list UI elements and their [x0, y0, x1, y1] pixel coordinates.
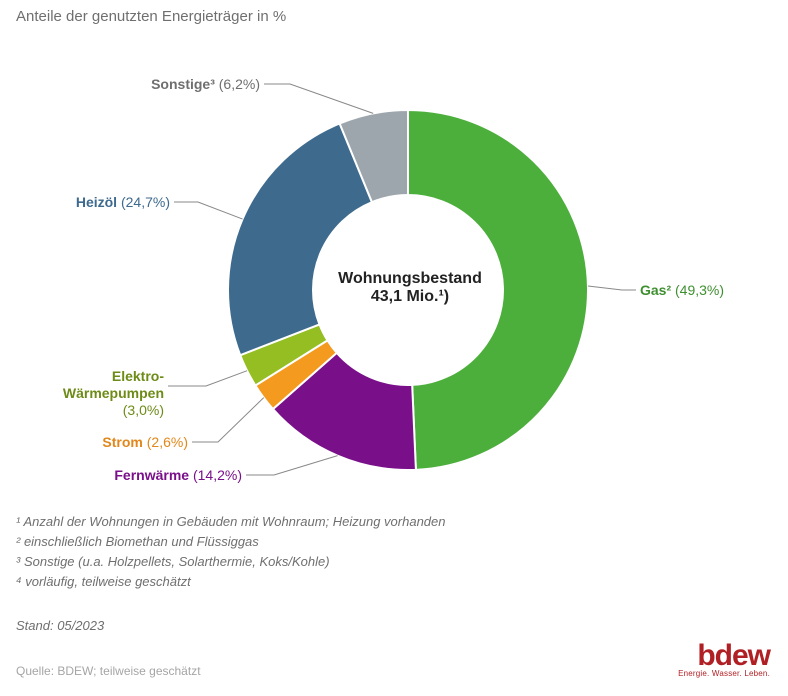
center-line-2: 43,1 Mio.¹): [371, 288, 449, 305]
logo-text: bdew: [678, 642, 770, 669]
footnote-1: ¹ Anzahl der Wohnungen in Gebäuden mit W…: [16, 512, 446, 532]
label-gas: Gas² (49,3%): [640, 282, 724, 299]
label-strom: Strom (2,6%): [102, 434, 188, 451]
donut-center-label: Wohnungsbestand 43,1 Mio.¹): [300, 270, 520, 306]
leader-gas: [588, 286, 636, 290]
leader-sonstige: [264, 84, 373, 113]
footnote-2: ² einschließlich Biomethan und Flüssigga…: [16, 532, 446, 552]
donut-chart: Wohnungsbestand 43,1 Mio.¹) Gas² (49,3%)…: [0, 40, 788, 500]
stand-date: Stand: 05/2023: [16, 618, 104, 633]
bdew-logo: bdew Energie. Wasser. Leben.: [678, 642, 770, 678]
chart-title: Anteile der genutzten Energieträger in %: [16, 8, 286, 25]
leader-strom: [192, 398, 264, 442]
donut-segment-heizoel: [228, 123, 372, 355]
footnote-3: ³ Sonstige (u.a. Holzpellets, Solartherm…: [16, 552, 446, 572]
footnotes: ¹ Anzahl der Wohnungen in Gebäuden mit W…: [16, 512, 446, 593]
footnote-4: ⁴ vorläufig, teilweise geschätzt: [16, 572, 446, 592]
leader-ewp: [168, 371, 247, 386]
label-heizoel: Heizöl (24,7%): [76, 194, 170, 211]
label-sonstige: Sonstige³ (6,2%): [151, 76, 260, 93]
leader-fernwaerme: [246, 456, 338, 475]
logo-tagline: Energie. Wasser. Leben.: [678, 669, 770, 678]
label-fernwaerme: Fernwärme (14,2%): [114, 467, 242, 484]
label-ewp: Elektro-Wärmepumpen(3,0%): [63, 368, 164, 418]
source-line: Quelle: BDEW; teilweise geschätzt: [16, 664, 201, 678]
leader-heizoel: [174, 202, 243, 219]
center-line-1: Wohnungsbestand: [338, 270, 482, 287]
